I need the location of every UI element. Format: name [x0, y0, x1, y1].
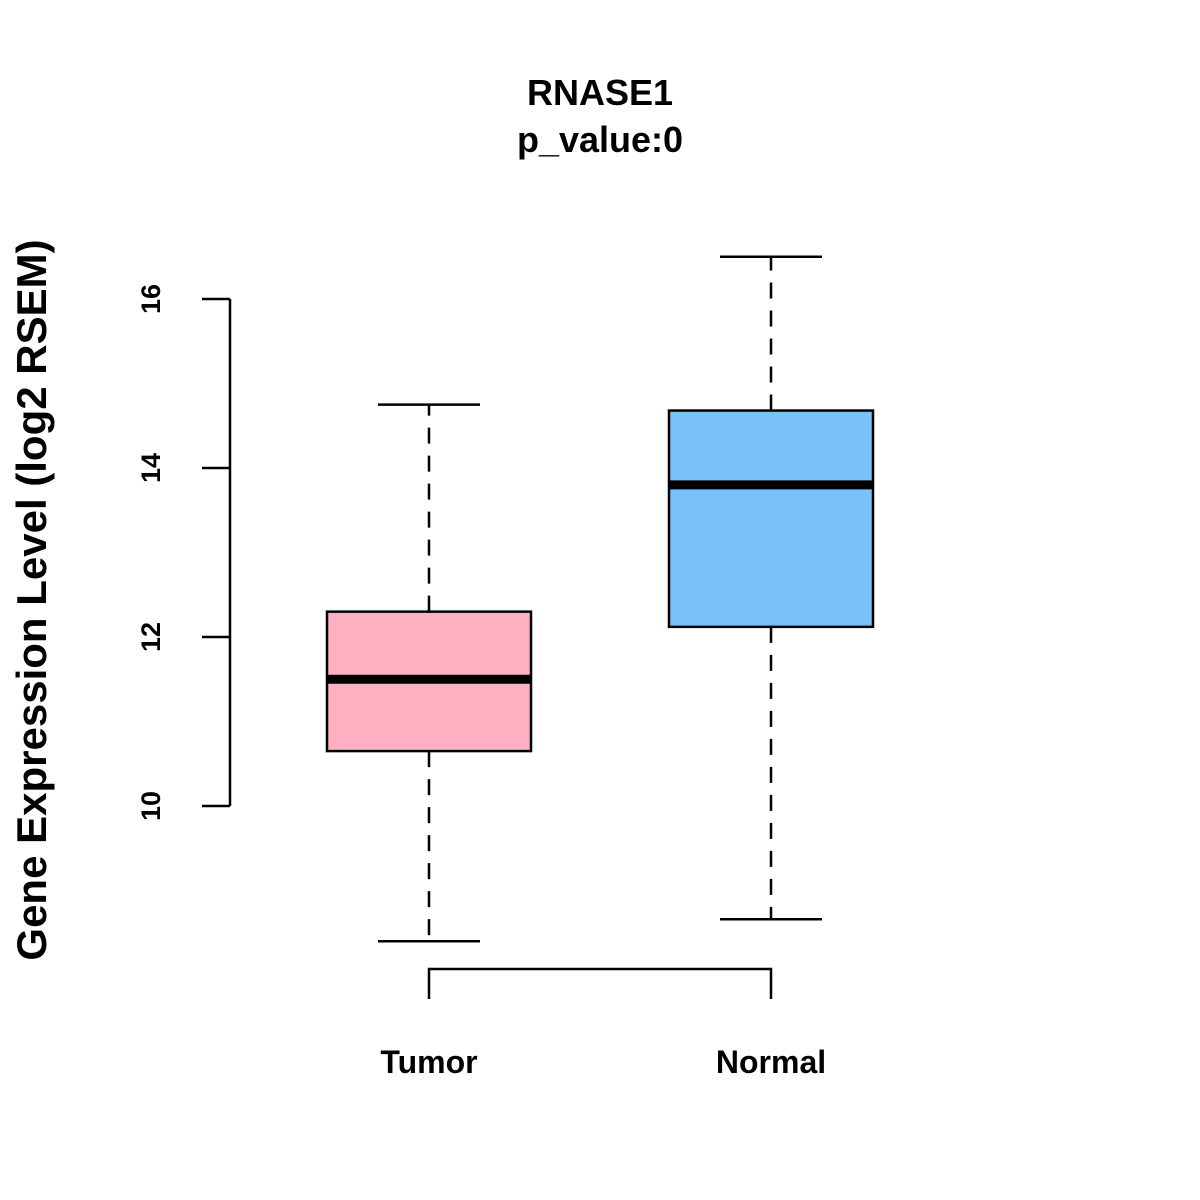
x-label-normal: Normal: [716, 1044, 826, 1080]
y-tick-label: 12: [136, 622, 166, 652]
iqr-box: [667, 409, 875, 629]
y-axis: 10 12 14 16: [136, 284, 232, 821]
y-tick-label: 10: [136, 791, 166, 821]
chart-subtitle: p_value:0: [517, 119, 683, 160]
boxes-group: [325, 255, 875, 943]
box-normal: [667, 255, 875, 921]
y-axis-label: Gene Expression Level (log2 RSEM): [8, 239, 55, 960]
bracket-line: [427, 967, 773, 999]
y-tick-label: 14: [136, 453, 166, 483]
x-axis-labels: Tumor Normal: [380, 1044, 826, 1080]
box-tumor: [325, 403, 533, 943]
y-tick-label: 16: [136, 284, 166, 314]
comparison-bracket: [427, 967, 773, 999]
x-label-tumor: Tumor: [380, 1044, 477, 1080]
chart-title: RNASE1: [527, 72, 673, 113]
